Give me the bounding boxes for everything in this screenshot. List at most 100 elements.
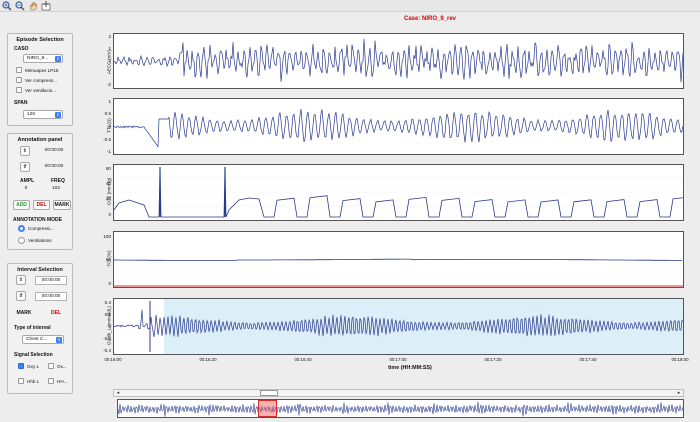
xtick: 00:17:40 xyxy=(579,357,597,362)
interval-ti-field[interactable]: 00:00:00 xyxy=(35,276,67,285)
overview-window-marker[interactable] xyxy=(258,400,277,417)
ytick: -0.4 xyxy=(103,348,111,353)
ytick: 40 xyxy=(105,181,111,186)
tti-signal-trace xyxy=(114,108,683,148)
signal-hh-label: HH... xyxy=(57,379,68,384)
interval-type-value: Chest C... xyxy=(26,337,48,342)
interval-selection-panel: Interval Selection ti 00:00:00 tf 00:00:… xyxy=(7,263,73,394)
interval-type-dropdown[interactable]: Chest C... ⇕ xyxy=(22,335,64,344)
co2-signal-trace xyxy=(114,166,683,218)
checkbox-ver-compress[interactable] xyxy=(16,77,22,83)
zoom-in-icon[interactable] xyxy=(2,1,12,11)
xtick: 00:17:00 xyxy=(389,357,407,362)
scroll-left-arrow-icon[interactable]: ◂ xyxy=(116,390,120,396)
mode-radio-compressions[interactable] xyxy=(18,225,25,232)
o2hb-plot[interactable] xyxy=(113,298,684,355)
mode-radio-ventilations[interactable] xyxy=(18,237,25,244)
time-scrollbar[interactable]: ◂ ▸ xyxy=(113,389,684,397)
panel-title: Interval Selection xyxy=(17,267,63,273)
del-button[interactable]: DEL xyxy=(33,200,50,210)
ytick: -1 xyxy=(106,149,111,154)
span-label: SPAN xyxy=(14,100,28,106)
interval-mark-button[interactable]: MARK xyxy=(16,310,32,316)
ytick: 0 xyxy=(108,281,111,286)
ytick: 0.5 xyxy=(104,111,111,116)
signal-oxy-l-label: Oxy L xyxy=(27,364,39,369)
panel-title: Annotation panel xyxy=(17,137,63,143)
checkbox-ver-ventilacion-label: Ver ventilacio... xyxy=(25,88,57,93)
checkbox-monitor[interactable] xyxy=(16,67,22,73)
ytick: 0 xyxy=(108,58,111,63)
scroll-right-arrow-icon[interactable]: ▸ xyxy=(677,390,681,396)
scrollbar-thumb[interactable] xyxy=(260,390,278,396)
signal-checkbox-hh[interactable] xyxy=(48,378,54,384)
ytick: 0 xyxy=(108,124,111,129)
episode-selection-panel: Episode Selection CASO NIRO_9... ⇕ Mėnua… xyxy=(7,33,73,126)
ampl-input[interactable]: 0 xyxy=(24,186,28,191)
zoom-out-icon[interactable] xyxy=(15,1,25,11)
overview-signal-trace xyxy=(118,401,683,417)
xtick: 00:17:20 xyxy=(484,357,502,362)
annotation-ti-value: 00:00:00 xyxy=(44,148,64,153)
mode-radio-compressions-label: Compressi... xyxy=(28,226,54,231)
interval-ti-button[interactable]: ti xyxy=(16,275,26,285)
co2-plot[interactable] xyxy=(113,164,684,221)
annotation-panel: Annotation panel ti 00:00:00 tf 00:00:00… xyxy=(7,133,73,250)
ecg-plot[interactable] xyxy=(113,33,684,89)
data-cursor-icon[interactable] xyxy=(41,1,51,11)
annotation-mode-label: ANNOTATION MODE xyxy=(13,217,62,223)
xtick: 00:16:40 xyxy=(294,357,312,362)
signal-selection-label: Signal Selection xyxy=(14,352,53,358)
ytick: -2 xyxy=(106,82,111,87)
signal-hhb-l-label: Hhb L xyxy=(27,379,40,384)
ytick: 0.2 xyxy=(104,312,111,317)
ytick: 1 xyxy=(108,46,111,51)
annotation-tf-button[interactable]: tf xyxy=(20,162,30,172)
checkbox-ver-compress-label: Ver compress... xyxy=(25,78,57,83)
chevron-updown-icon: ⇕ xyxy=(56,337,62,343)
signal-checkbox-oxy-l[interactable] xyxy=(18,363,24,369)
span-dropdown[interactable]: 120 ⇕ xyxy=(23,110,63,119)
freq-input[interactable]: 102 xyxy=(51,186,60,191)
xtick: 00:16:00 xyxy=(104,357,122,362)
ampl-label: AMPL xyxy=(20,178,35,184)
overview-plot[interactable] xyxy=(117,399,684,418)
selected-interval-highlight xyxy=(164,299,683,354)
add-button[interactable]: ADD xyxy=(13,200,30,210)
ytick: 0.4 xyxy=(104,300,111,305)
pan-hand-icon[interactable] xyxy=(28,1,38,11)
signal-checkbox-hhb-l[interactable] xyxy=(18,378,24,384)
ytick: 20 xyxy=(105,196,111,201)
ytick: -0.2 xyxy=(103,336,111,341)
ytick: 50 xyxy=(105,257,111,262)
x-axis-label: time (HH:MM:SS) xyxy=(388,365,432,371)
figure-toolbar xyxy=(0,0,700,12)
signal-ox-label: Ox... xyxy=(57,364,67,369)
interval-tf-field[interactable]: 00:00:00 xyxy=(35,292,67,301)
caso-dropdown[interactable]: NIRO_9... ⇕ xyxy=(23,54,63,63)
signal-checkbox-ox[interactable] xyxy=(48,363,54,369)
annotation-ti-button[interactable]: ti xyxy=(20,146,30,156)
ytick: 100 xyxy=(103,234,111,239)
toi-plot[interactable] xyxy=(113,231,684,288)
ytick: 1 xyxy=(108,99,111,104)
panel-title: Episode Selection xyxy=(16,37,64,43)
ecg-signal-trace xyxy=(114,38,683,83)
mark-button[interactable]: MARK xyxy=(53,200,71,210)
annotation-tf-value: 00:00:00 xyxy=(44,164,64,169)
case-title: Case: NIRO_9_rev xyxy=(403,16,457,22)
checkbox-ver-ventilacion[interactable] xyxy=(16,87,22,93)
type-of-interval-label: Type of interval xyxy=(14,325,51,331)
ytick: 0 xyxy=(108,212,111,217)
span-value: 120 xyxy=(27,112,36,117)
ytick: 60 xyxy=(105,166,111,171)
mode-radio-ventilations-label: Ventilations xyxy=(28,238,52,243)
ytick: -0.5 xyxy=(103,137,111,142)
caso-value: NIRO_9... xyxy=(27,56,49,61)
ytick: 0 xyxy=(108,324,111,329)
interval-tf-button[interactable]: tf xyxy=(16,291,26,301)
toi-signal-trace xyxy=(114,258,683,287)
tti-plot[interactable] xyxy=(113,98,684,155)
interval-del-button[interactable]: DEL xyxy=(51,310,61,316)
